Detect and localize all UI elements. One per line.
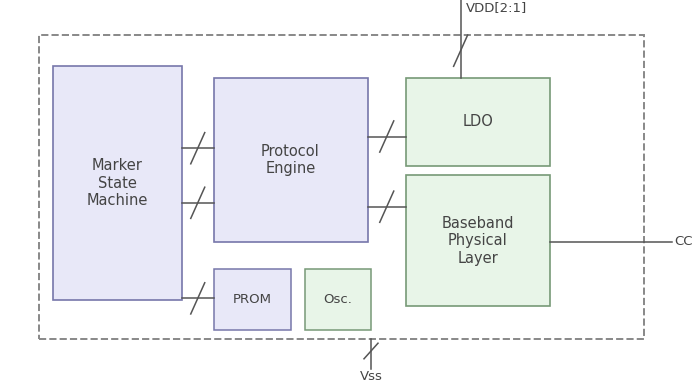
Bar <box>304 269 371 330</box>
Text: PROM: PROM <box>232 293 272 306</box>
Text: Marker
State
Machine: Marker State Machine <box>87 158 148 208</box>
Bar <box>52 66 182 300</box>
Bar <box>406 176 550 306</box>
Text: Osc.: Osc. <box>323 293 352 306</box>
Text: Protocol
Engine: Protocol Engine <box>261 144 320 176</box>
Bar <box>38 35 644 339</box>
Text: VDD[2:1]: VDD[2:1] <box>466 1 526 14</box>
Bar <box>214 78 368 242</box>
Bar <box>214 269 290 330</box>
Bar <box>406 78 550 166</box>
Text: LDO: LDO <box>462 114 493 129</box>
Text: Vss: Vss <box>360 370 382 383</box>
Text: CC: CC <box>674 235 692 248</box>
Text: Baseband
Physical
Layer: Baseband Physical Layer <box>442 216 514 266</box>
